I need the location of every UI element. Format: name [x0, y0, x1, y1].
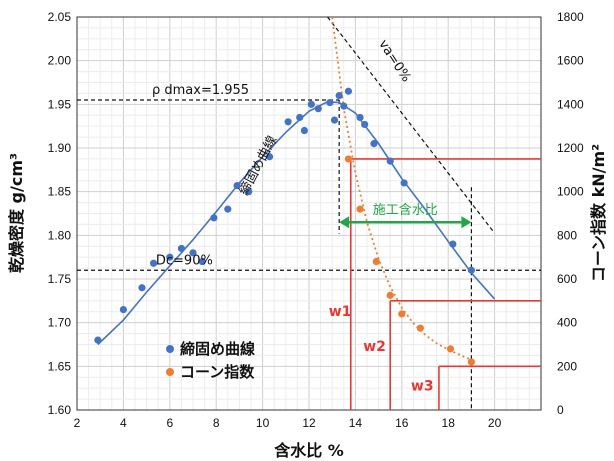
x-tick-label: 6: [166, 416, 173, 430]
compaction-point: [330, 116, 339, 124]
compaction-point: [356, 113, 364, 122]
compaction-point: [307, 100, 315, 108]
compaction-point: [314, 105, 322, 113]
x-tick-label: 2: [74, 416, 81, 430]
y-right-tick-label: 600: [557, 272, 577, 286]
x-tick-label: 18: [442, 416, 456, 430]
compaction-point: [138, 284, 146, 292]
y-right-tick-label: 400: [557, 316, 577, 330]
guides: [77, 16, 541, 410]
x-tick-label: 14: [349, 416, 363, 430]
y-left-tick-label: 1.80: [48, 228, 72, 242]
range-arrow-head-left: [339, 216, 350, 229]
compaction-point: [177, 244, 185, 253]
range-arrow-head-right: [461, 216, 472, 229]
series: [94, 16, 496, 366]
y-axis-left-title: 乾燥密度 g/cm³: [7, 153, 26, 273]
compaction-point: [326, 98, 334, 107]
y-right-tick-label: 1600: [557, 54, 584, 68]
x-axis-title: 含水比 %: [274, 441, 344, 460]
cone-point: [386, 291, 394, 299]
w-level-label: w2: [363, 339, 386, 355]
compaction-point: [265, 153, 274, 161]
y-right-tick-label: 1000: [557, 185, 584, 199]
cone-point: [467, 358, 475, 366]
va0-line: [327, 16, 496, 234]
compaction-point: [245, 188, 253, 196]
compaction-point: [119, 305, 127, 314]
compaction-point: [300, 126, 308, 135]
compaction-point: [233, 181, 241, 190]
y-right-tick-label: 800: [557, 228, 577, 242]
y-right-tick-label: 1200: [557, 141, 584, 155]
compaction-point: [344, 87, 353, 95]
x-tick-label: 4: [120, 416, 127, 430]
legend-marker-compaction: [166, 345, 174, 353]
w-lines: [349, 158, 541, 410]
legend-label-compaction: 締固め曲線: [180, 340, 255, 358]
compaction-point: [386, 157, 394, 165]
cone-point: [356, 205, 364, 213]
y-left-tick-label: 2.05: [48, 10, 72, 24]
y-left-tick-label: 1.60: [48, 403, 72, 417]
legend-label-cone: コーン指数: [180, 363, 255, 381]
y-axis-right-title: コーン指数 kN/m²: [589, 144, 608, 282]
w-level-label: w1: [329, 304, 352, 320]
compaction-point: [198, 257, 206, 266]
compaction-point: [189, 249, 197, 257]
y-left-tick-label: 1.95: [48, 97, 72, 111]
y-left-tick-label: 1.75: [48, 272, 72, 286]
compaction-point: [224, 205, 232, 213]
plot-frame: [76, 16, 542, 411]
range-label: 施工含水比: [373, 202, 438, 218]
y-left-tick-label: 1.85: [48, 185, 72, 199]
compaction-point: [94, 336, 102, 344]
compaction-point: [210, 214, 218, 222]
compaction-point: [149, 259, 158, 267]
x-tick-label: 20: [488, 416, 502, 430]
rho-dmax-label: ρ dmax=1.955: [152, 83, 249, 98]
x-tick-label: 16: [395, 416, 409, 430]
cone-point: [446, 345, 455, 353]
compaction-point: [340, 102, 348, 110]
y-left-tick-label: 1.90: [48, 141, 72, 155]
legend-marker-cone: [166, 368, 174, 376]
compaction-point: [467, 266, 475, 274]
x-tick-label: 10: [256, 416, 270, 430]
compaction-fit-line: [97, 100, 496, 346]
grid: [76, 16, 542, 411]
compaction-point: [361, 120, 369, 129]
ticks: 2 4 6 8 10 12 14 16 18 20 1.60 1.65 1.70 1.75 1.80 1.85…: [48, 10, 584, 430]
compaction-point: [449, 240, 457, 248]
y-right-tick-label: 0: [557, 403, 564, 417]
cone-point: [344, 155, 353, 163]
x-tick-label: 8: [213, 416, 220, 430]
compaction-point: [335, 92, 343, 100]
cone-point: [416, 324, 424, 332]
x-tick-label: 12: [302, 416, 316, 430]
y-left-tick-label: 2.00: [48, 54, 72, 68]
y-left-tick-label: 1.70: [48, 316, 72, 330]
cone-point: [398, 310, 406, 318]
y-left-tick-label: 1.65: [48, 359, 72, 373]
w-level-label: w3: [411, 378, 434, 394]
cone-point: [372, 257, 380, 266]
y-right-tick-label: 200: [557, 359, 577, 373]
compaction-point: [296, 113, 304, 122]
compaction-point: [370, 140, 378, 148]
cone-fit-line: [331, 16, 475, 362]
y-right-tick-label: 1400: [557, 97, 584, 111]
dc90-label: Dc=90%: [156, 253, 213, 268]
compaction-point: [284, 118, 292, 126]
y-right-tick-label: 1800: [557, 10, 584, 24]
compaction-point: [400, 179, 408, 187]
compaction-point: [166, 253, 174, 261]
